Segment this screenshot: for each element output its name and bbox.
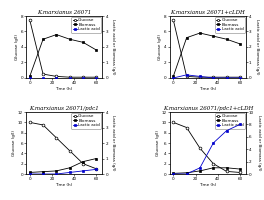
Y-axis label: Lactic acid or Biomass (g/l): Lactic acid or Biomass (g/l) (254, 19, 258, 75)
Y-axis label: Lactic acid or Biomass (g/l): Lactic acid or Biomass (g/l) (111, 115, 115, 171)
Title: K.marxianus 26071/pdc1+cLDH: K.marxianus 26071/pdc1+cLDH (163, 106, 253, 111)
Title: K.marxianus 26071/pdc1: K.marxianus 26071/pdc1 (29, 106, 99, 111)
X-axis label: Time (h): Time (h) (199, 183, 216, 187)
Legend: Glucose, Biomass, Lactic acid: Glucose, Biomass, Lactic acid (215, 113, 245, 129)
X-axis label: Time (h): Time (h) (55, 183, 73, 187)
X-axis label: Time (h): Time (h) (55, 87, 73, 91)
X-axis label: Time (h): Time (h) (199, 87, 216, 91)
Legend: Glucose, Biomass, Lactic acid: Glucose, Biomass, Lactic acid (215, 17, 245, 33)
Y-axis label: Lactic acid or Biomass (g/l): Lactic acid or Biomass (g/l) (111, 19, 115, 75)
Title: K.marxianus 26071+cLDH: K.marxianus 26071+cLDH (170, 10, 245, 15)
Y-axis label: Glucose (g/l): Glucose (g/l) (15, 34, 19, 60)
Y-axis label: Glucose (g/l): Glucose (g/l) (12, 130, 16, 156)
Y-axis label: Lactic acid or Biomass (g/l): Lactic acid or Biomass (g/l) (257, 115, 261, 171)
Y-axis label: Glucose (g/l): Glucose (g/l) (158, 34, 162, 60)
Title: K.marxianus 26071: K.marxianus 26071 (37, 10, 91, 15)
Y-axis label: Glucose (g/l): Glucose (g/l) (156, 130, 160, 156)
Legend: Glucose, Biomass, Lactic acid: Glucose, Biomass, Lactic acid (72, 17, 101, 33)
Legend: Glucose, Biomass, Lactic acid: Glucose, Biomass, Lactic acid (72, 113, 101, 129)
